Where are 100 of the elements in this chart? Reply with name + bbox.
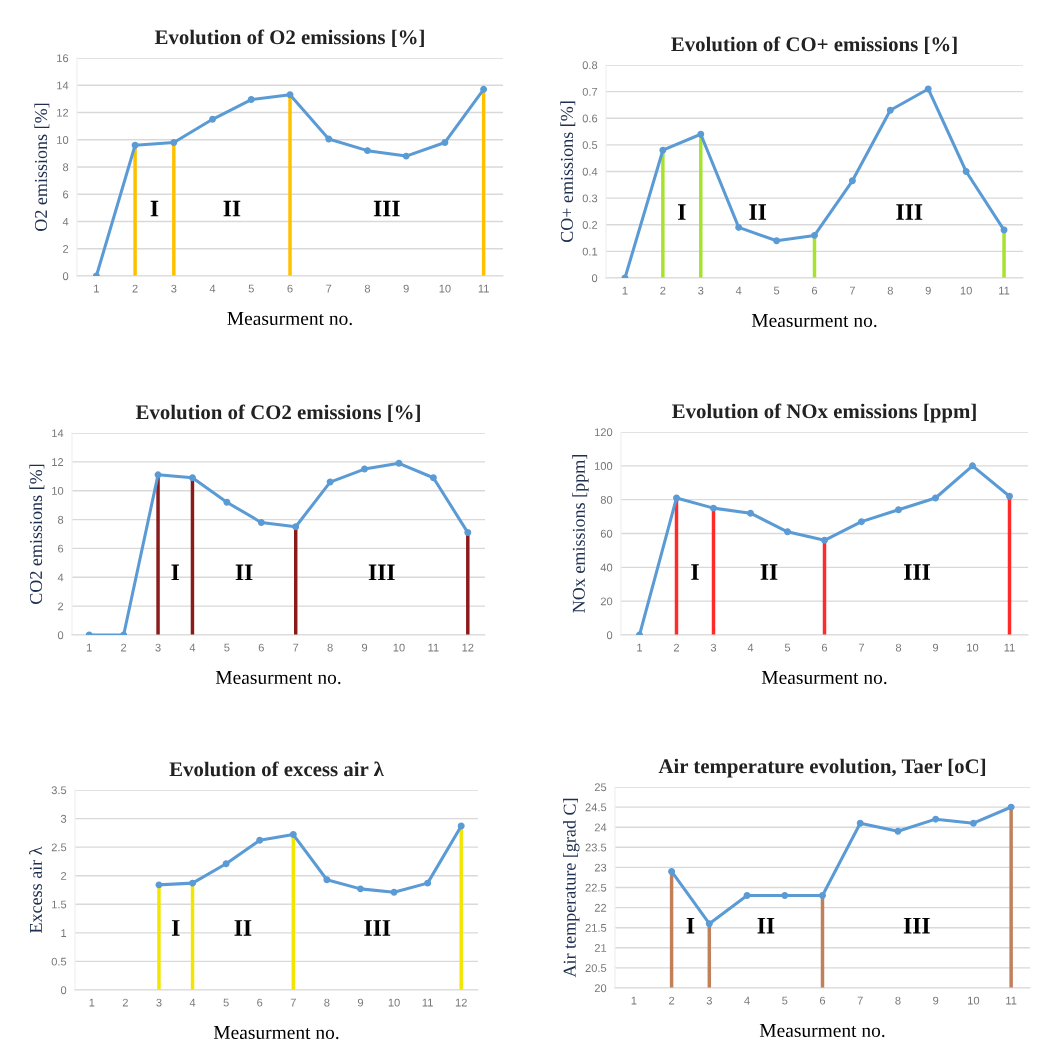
x-tick-label: 2 xyxy=(132,284,138,293)
y-tick-label: 25 xyxy=(594,783,607,792)
y-tick-label: 23 xyxy=(594,863,607,872)
annotation: I xyxy=(691,564,699,580)
point xyxy=(464,529,472,537)
x-tick-label: 9 xyxy=(403,284,409,293)
x-tick-label: 10 xyxy=(967,643,979,652)
x-tick-label: 3 xyxy=(171,284,177,293)
y-tick-label: 22 xyxy=(594,903,607,912)
annotation: I xyxy=(678,204,686,220)
point xyxy=(429,474,437,482)
x-tick-label: 12 xyxy=(462,643,474,652)
point xyxy=(932,494,939,502)
point xyxy=(673,494,680,502)
annotation: III xyxy=(896,204,923,220)
point xyxy=(668,867,676,875)
point xyxy=(323,876,331,884)
y-tick-label: 0.2 xyxy=(582,221,598,229)
annotation: III xyxy=(373,200,400,217)
point xyxy=(858,518,865,526)
point xyxy=(131,141,139,149)
point xyxy=(743,892,751,900)
x-tick-label: 3 xyxy=(155,643,161,652)
x-tick-label: 7 xyxy=(293,643,299,652)
y-axis-title: CO2 emissions [%] xyxy=(29,464,45,604)
y-tick-label: 14 xyxy=(52,429,64,438)
y-tick-label: 80 xyxy=(600,495,613,504)
y-axis-title: CO+ emissions [%] xyxy=(560,101,576,243)
x-tick-label: 3 xyxy=(706,996,712,1005)
x-tick-label: 1 xyxy=(637,643,643,652)
chart-title: Evolution of CO2 emissions [%] xyxy=(135,404,420,422)
x-tick-label: 4 xyxy=(744,996,750,1005)
y-tick-label: 21 xyxy=(594,944,607,952)
y-tick-label: 20 xyxy=(594,984,607,993)
point xyxy=(256,836,264,844)
annotation: III xyxy=(368,564,395,581)
y-tick-label: 4 xyxy=(57,573,64,582)
y-tick-label: 0.6 xyxy=(582,114,598,123)
point xyxy=(424,879,432,887)
point xyxy=(821,536,828,544)
point xyxy=(1007,803,1015,811)
y-tick-label: 8 xyxy=(57,515,64,524)
annotation: II xyxy=(234,920,252,936)
x-tick-label: 6 xyxy=(257,998,263,1007)
x-tick-label: 7 xyxy=(858,643,865,652)
y-tick-label: 8 xyxy=(62,163,69,172)
point xyxy=(735,223,743,231)
point xyxy=(356,885,364,893)
x-tick-label: 5 xyxy=(224,643,230,652)
x-tick-label: 4 xyxy=(747,643,754,652)
y-tick-label: 40 xyxy=(600,563,613,572)
point xyxy=(395,459,403,467)
y-tick-label: 23.5 xyxy=(585,843,607,852)
y-tick-label: 0 xyxy=(606,631,613,640)
y-tick-label: 10 xyxy=(52,486,64,495)
y-tick-label: 10 xyxy=(57,136,69,144)
point xyxy=(361,465,369,473)
y-tick-label: 4 xyxy=(62,217,69,226)
annotation: I xyxy=(171,920,180,936)
x-tick-label: 9 xyxy=(925,286,931,295)
x-tick-label: 6 xyxy=(819,996,826,1005)
y-tick-label: 24 xyxy=(594,823,607,832)
point xyxy=(325,135,333,143)
point xyxy=(480,85,488,93)
point xyxy=(154,471,162,479)
y-tick-label: 120 xyxy=(594,428,613,437)
x-tick-label: 1 xyxy=(89,998,95,1007)
x-tick-label: 9 xyxy=(933,996,939,1005)
x-tick-label: 6 xyxy=(811,286,818,295)
y-tick-label: 0.7 xyxy=(582,87,598,96)
x-tick-label: 7 xyxy=(290,998,296,1007)
annotation: I xyxy=(686,917,695,934)
point xyxy=(1000,226,1008,234)
y-tick-label: 0 xyxy=(62,272,69,281)
x-tick-label: 5 xyxy=(782,996,788,1005)
chart-title: Evolution of NOx emissions [ppm] xyxy=(672,403,976,423)
y-tick-label: 6 xyxy=(63,190,69,199)
x-tick-label: 11 xyxy=(1004,643,1015,652)
point xyxy=(811,231,818,239)
point xyxy=(819,892,826,900)
point xyxy=(247,96,255,104)
point xyxy=(286,91,294,99)
point xyxy=(289,831,297,839)
y-tick-label: 0.5 xyxy=(582,141,598,150)
x-tick-label: 1 xyxy=(86,643,92,652)
x-tick-label: 11 xyxy=(1006,996,1017,1005)
y-tick-label: 12 xyxy=(57,108,69,117)
point xyxy=(705,920,713,928)
x-axis-title: Measurment no. xyxy=(759,1024,885,1038)
y-tick-label: 0.4 xyxy=(582,167,598,176)
y-tick-label: 3 xyxy=(60,814,67,823)
point xyxy=(363,147,371,155)
y-tick-label: 100 xyxy=(594,462,613,470)
x-tick-label: 3 xyxy=(698,286,704,295)
chart-title: Air temperature evolution, Taer [oC] xyxy=(658,758,986,778)
annotation: II xyxy=(757,917,775,934)
y-tick-label: 0 xyxy=(60,986,67,995)
point xyxy=(969,462,976,470)
x-tick-label: 1 xyxy=(622,286,628,295)
point xyxy=(209,115,217,123)
